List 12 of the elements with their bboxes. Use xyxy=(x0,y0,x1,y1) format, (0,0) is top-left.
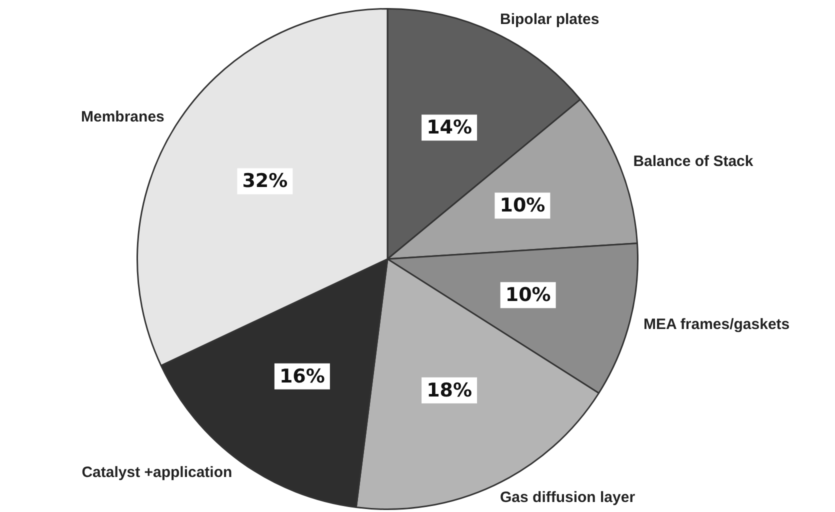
slice-label: Balance of Stack xyxy=(633,152,754,170)
data-label: 14% xyxy=(426,116,472,139)
slice-label: Membranes xyxy=(81,108,164,126)
data-label: 18% xyxy=(426,379,472,402)
data-label: 16% xyxy=(279,365,325,388)
data-label: 10% xyxy=(500,194,546,217)
slice-label: MEA frames/gaskets xyxy=(643,316,790,333)
slice-label: Gas diffusion layer xyxy=(500,489,636,506)
slice-label: Catalyst +application xyxy=(82,464,232,481)
slice-label: Bipolar plates xyxy=(500,11,600,28)
data-label: 32% xyxy=(242,170,288,192)
data-label: 10% xyxy=(505,284,551,306)
